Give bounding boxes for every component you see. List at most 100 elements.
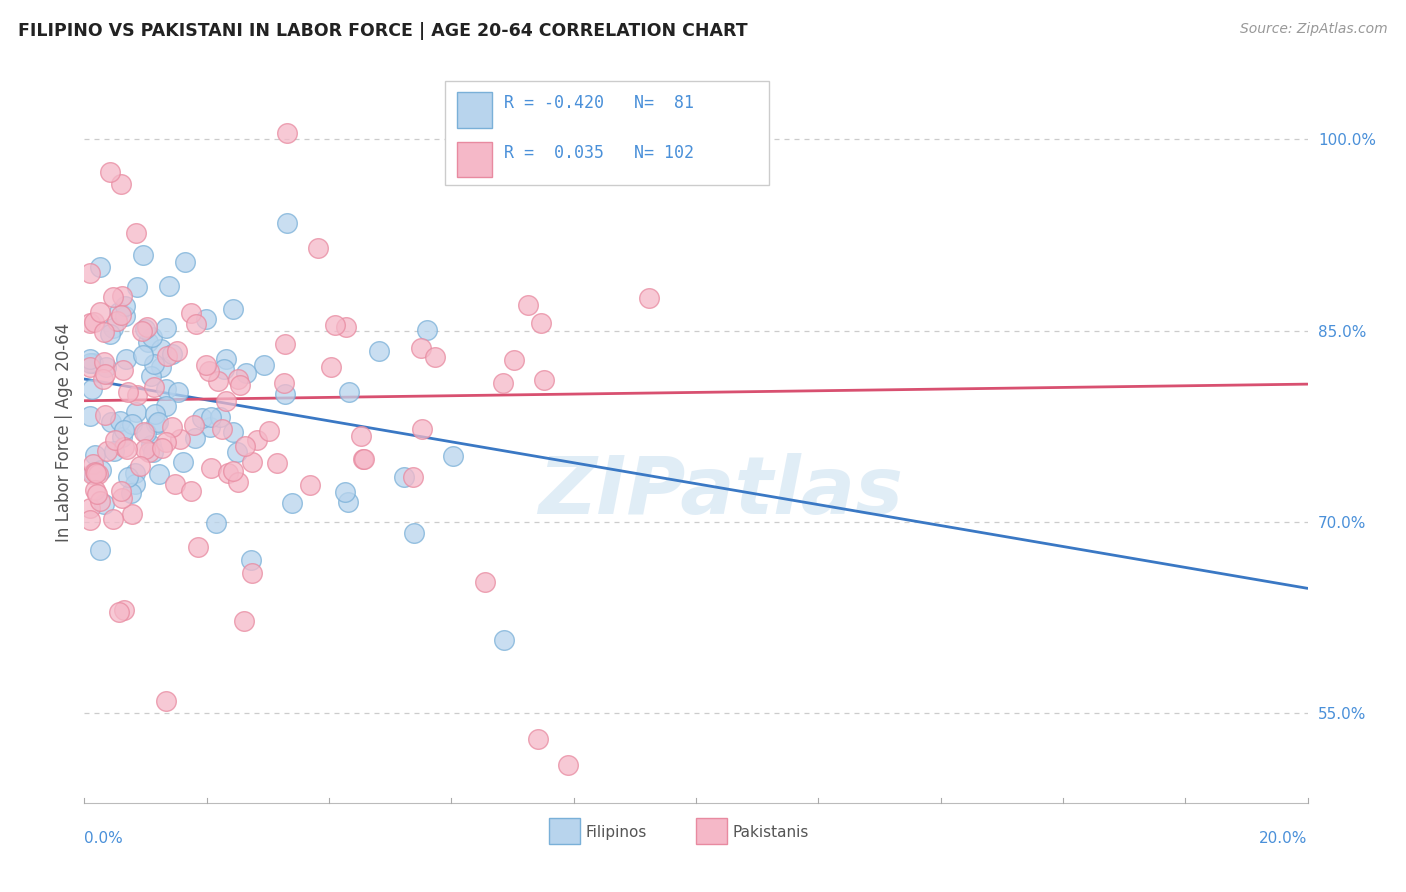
Point <box>155 382 177 396</box>
Point <box>80 382 103 396</box>
Point <box>517 298 540 312</box>
Point <box>141 330 163 344</box>
Point <box>198 364 221 378</box>
Point <box>222 302 245 317</box>
Point <box>89 494 111 508</box>
Bar <box>696 818 727 844</box>
Point <box>352 452 374 467</box>
Point <box>416 323 439 337</box>
Point <box>104 434 127 448</box>
Point <box>129 458 152 473</box>
Point <box>84 449 107 463</box>
Point <box>195 311 218 326</box>
Point <box>98 165 121 179</box>
Point <box>82 467 104 481</box>
Point <box>136 319 159 334</box>
Point <box>139 369 162 384</box>
Point <box>276 216 298 230</box>
Point <box>115 352 138 367</box>
Point <box>215 394 238 409</box>
Point <box>121 507 143 521</box>
Point <box>111 430 134 444</box>
Point <box>83 315 105 329</box>
Point <box>134 321 156 335</box>
Point <box>409 341 432 355</box>
Point <box>112 423 135 437</box>
Point <box>474 574 496 589</box>
Point <box>79 513 101 527</box>
Point <box>204 516 226 530</box>
Point <box>159 279 181 293</box>
Point <box>101 321 124 335</box>
Point <box>191 410 214 425</box>
Point <box>124 476 146 491</box>
Point <box>337 495 360 509</box>
Point <box>111 289 134 303</box>
Point <box>353 451 375 466</box>
Point <box>298 478 321 492</box>
Point <box>252 359 274 373</box>
Point <box>93 325 115 339</box>
Point <box>335 320 357 334</box>
Point <box>187 540 209 554</box>
Point <box>184 317 207 331</box>
Point <box>276 126 298 140</box>
Point <box>107 304 129 318</box>
Point <box>165 477 187 491</box>
Point <box>146 415 169 429</box>
Point <box>180 305 202 319</box>
Point <box>112 602 135 616</box>
Point <box>79 500 101 515</box>
Point <box>86 487 108 501</box>
Point <box>226 445 249 459</box>
Point <box>156 350 179 364</box>
Point <box>117 385 139 400</box>
Point <box>166 344 188 359</box>
Point <box>103 290 125 304</box>
Point <box>79 352 101 367</box>
Point <box>533 373 555 387</box>
Point <box>273 376 295 391</box>
Point <box>132 425 155 440</box>
Point <box>89 305 111 319</box>
Point <box>110 177 132 191</box>
Point <box>124 405 146 419</box>
Point <box>211 422 233 436</box>
Point <box>323 318 346 332</box>
Point <box>82 355 104 369</box>
Point <box>155 399 177 413</box>
Point <box>114 310 136 324</box>
Point <box>246 433 269 447</box>
Bar <box>550 818 579 844</box>
Text: Pakistanis: Pakistanis <box>733 825 808 840</box>
Point <box>110 483 132 498</box>
Point <box>155 321 177 335</box>
Text: Source: ZipAtlas.com: Source: ZipAtlas.com <box>1240 22 1388 37</box>
Point <box>530 316 553 330</box>
Point <box>200 410 222 425</box>
Point <box>160 347 183 361</box>
Point <box>266 456 288 470</box>
Point <box>87 467 110 481</box>
Point <box>143 407 166 421</box>
Point <box>638 291 661 305</box>
Point <box>392 469 415 483</box>
Point <box>441 449 464 463</box>
Point <box>100 415 122 429</box>
Point <box>108 414 131 428</box>
Point <box>124 466 146 480</box>
Point <box>89 542 111 557</box>
Point <box>492 376 515 390</box>
Point <box>132 348 155 362</box>
Point <box>180 484 202 499</box>
Point <box>404 525 426 540</box>
Point <box>240 566 263 580</box>
Point <box>337 385 360 400</box>
Point <box>150 442 173 456</box>
Text: ZIPatlas: ZIPatlas <box>538 453 903 531</box>
Point <box>134 442 156 457</box>
Point <box>240 553 263 567</box>
Bar <box>457 142 492 178</box>
Y-axis label: In Labor Force | Age 20-64: In Labor Force | Age 20-64 <box>55 323 73 542</box>
Point <box>127 280 149 294</box>
